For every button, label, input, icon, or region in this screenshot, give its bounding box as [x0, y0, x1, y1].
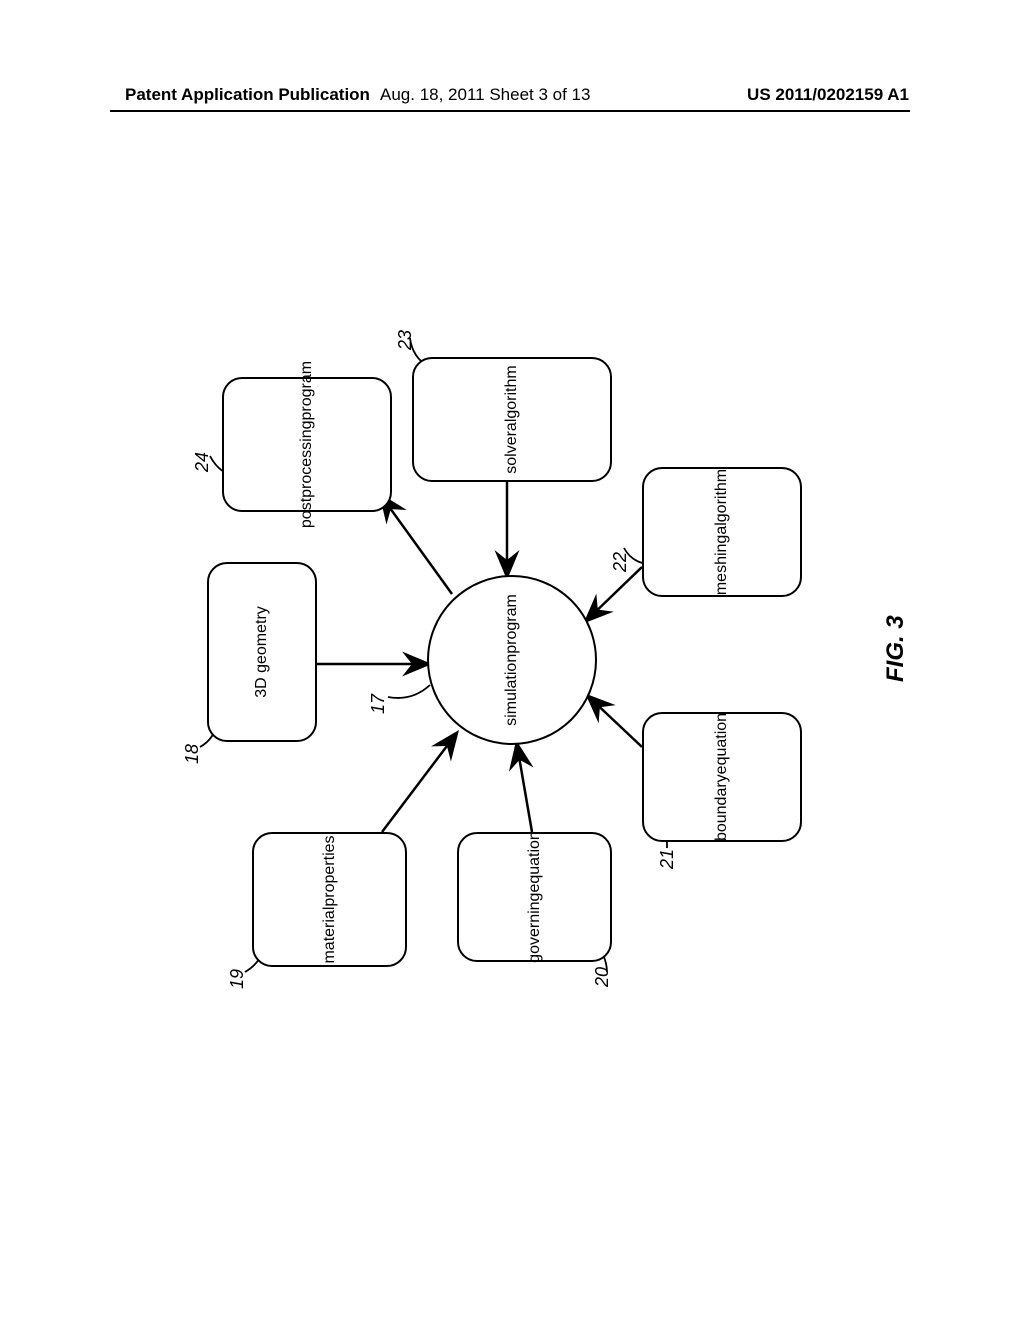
- node-3d-geometry: 3D geometry: [207, 562, 317, 742]
- header-left: Patent Application Publication: [125, 85, 370, 105]
- arrow-post: [382, 497, 452, 594]
- arrow-governing: [517, 745, 532, 832]
- ref-23: 23: [395, 330, 416, 350]
- node-governing: governingequation: [457, 832, 612, 962]
- header-right: US 2011/0202159 A1: [747, 85, 909, 105]
- ref-20: 20: [592, 967, 613, 987]
- figure-diagram: simulationprogram 3D geometry materialpro…: [0, 148, 1024, 1172]
- ref-22: 22: [610, 552, 631, 572]
- node-label: postprocessingprogram: [297, 361, 317, 528]
- node-solver: solveralgorithm: [412, 357, 612, 482]
- node-meshing: meshingalgorithm: [642, 467, 802, 597]
- ref-19: 19: [227, 969, 248, 989]
- node-label: 3D geometry: [252, 606, 272, 698]
- node-label: governingequation: [525, 831, 545, 963]
- arrow-material: [382, 734, 456, 832]
- node-label: materialproperties: [320, 835, 340, 963]
- ref-24: 24: [192, 452, 213, 472]
- node-post: postprocessingprogram: [222, 377, 392, 512]
- header-mid: Aug. 18, 2011 Sheet 3 of 13: [380, 85, 590, 105]
- header-rule: [110, 110, 910, 112]
- ref-18: 18: [182, 744, 203, 764]
- ref-21: 21: [657, 849, 678, 869]
- node-label: meshingalgorithm: [712, 469, 732, 595]
- ref-17: 17: [368, 694, 389, 714]
- figure-label: FIG. 3: [882, 615, 910, 682]
- node-label: boundaryequation: [712, 713, 732, 841]
- arrow-meshing: [587, 567, 642, 620]
- page-header: Patent Application Publication Aug. 18, …: [0, 85, 1024, 105]
- center-label: simulationprogram: [502, 594, 522, 726]
- arrow-boundary: [589, 697, 642, 747]
- ref-leader-17: [388, 685, 430, 698]
- node-material: materialproperties: [252, 832, 407, 967]
- center-node-simulation: simulationprogram: [427, 575, 597, 745]
- node-label: solveralgorithm: [502, 365, 522, 473]
- node-boundary: boundaryequation: [642, 712, 802, 842]
